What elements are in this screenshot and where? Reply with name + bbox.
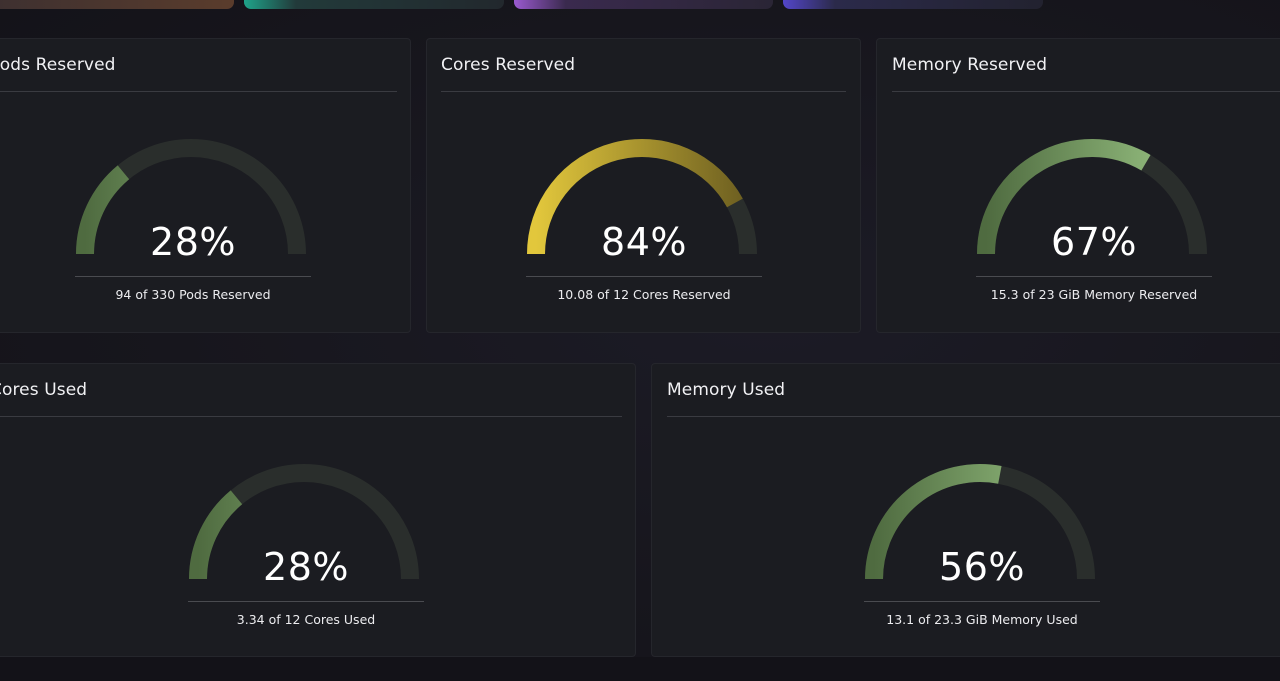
gauge-arc <box>76 139 306 255</box>
gauge-cores-used: 28% 3.34 of 12 Cores Used <box>186 450 426 630</box>
gauge-memory-used: 56% 13.1 of 23.3 GiB Memory Used <box>862 450 1102 630</box>
card-memory-reserved: Memory Reserved 67% 15.3 of 23 GiB Memor… <box>876 38 1280 333</box>
top-card-strip-brown <box>0 0 234 9</box>
gauge-fill <box>977 139 1151 255</box>
card-title: Memory Reserved <box>892 55 1048 75</box>
card-memory-used: Memory Used 56% 13.1 of 23.3 GiB Memory … <box>651 363 1280 657</box>
card-title: Cores Reserved <box>441 55 576 75</box>
gauge-cores-reserved: 84% 10.08 of 12 Cores Reserved <box>524 125 764 305</box>
card-divider <box>0 416 622 417</box>
gauge-arc <box>977 139 1207 255</box>
gauge-percent: 28% <box>150 220 236 264</box>
gauge-caption: 3.34 of 12 Cores Used <box>236 612 376 627</box>
gauge-arc <box>527 139 757 255</box>
card-title: Cores Used <box>0 380 88 400</box>
card-divider <box>892 91 1280 92</box>
gauge-baseline <box>864 601 1100 602</box>
gauge-fill <box>865 464 1002 580</box>
gauge-memory-reserved: 67% 15.3 of 23 GiB Memory Reserved <box>974 125 1214 305</box>
card-pods-reserved: Pods Reserved 28% 94 of 330 Pods Reserve… <box>0 38 411 333</box>
card-cores-used: Cores Used 28% 3.34 of 12 Cores Used <box>0 363 636 657</box>
card-title: Pods Reserved <box>0 55 116 75</box>
gauge-arc <box>189 464 419 580</box>
gauge-baseline <box>188 601 424 602</box>
gauge-baseline <box>75 276 311 277</box>
top-card-strip-indigo <box>783 0 1043 9</box>
gauge-baseline <box>526 276 762 277</box>
gauge-fill <box>527 139 743 255</box>
card-divider <box>441 91 846 92</box>
top-card-strip-teal <box>244 0 504 9</box>
gauge-caption: 10.08 of 12 Cores Reserved <box>557 287 731 302</box>
page-bottom-band <box>0 657 1280 681</box>
gauge-percent: 56% <box>939 545 1025 589</box>
gauge-fill <box>76 165 130 255</box>
gauge-arc <box>865 464 1095 580</box>
top-card-strip-purple <box>514 0 773 9</box>
gauge-baseline <box>976 276 1212 277</box>
gauge-pods-reserved: 28% 94 of 330 Pods Reserved <box>73 125 313 305</box>
card-cores-reserved: Cores Reserved 84% 10.08 of 12 Cores Res… <box>426 38 861 333</box>
gauge-percent: 28% <box>263 545 349 589</box>
gauge-percent: 67% <box>1051 220 1137 264</box>
gauge-caption: 15.3 of 23 GiB Memory Reserved <box>990 287 1198 302</box>
card-divider <box>667 416 1280 417</box>
gauge-percent: 84% <box>601 220 687 264</box>
gauge-caption: 13.1 of 23.3 GiB Memory Used <box>886 612 1078 627</box>
gauge-fill <box>189 490 243 580</box>
card-title: Memory Used <box>667 380 786 400</box>
card-divider <box>0 91 397 92</box>
gauge-caption: 94 of 330 Pods Reserved <box>115 287 271 302</box>
